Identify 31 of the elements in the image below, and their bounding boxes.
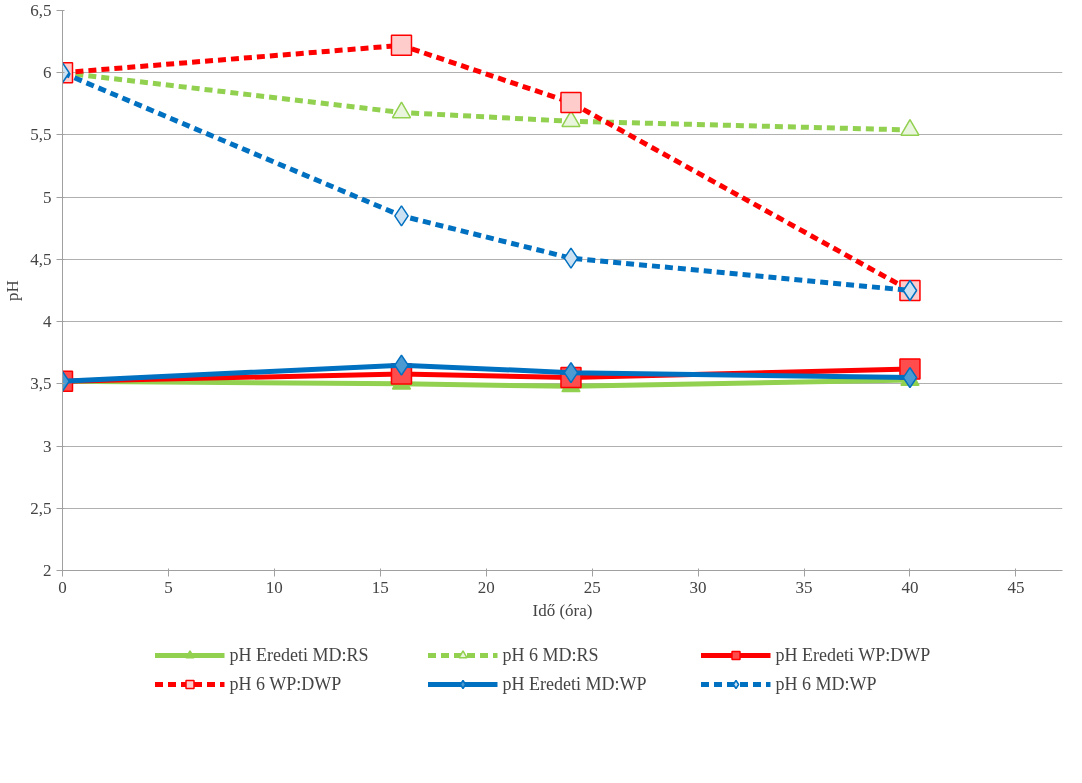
y-tick-label: 3,5 <box>30 374 52 394</box>
legend-label: pH Eredeti WP:DWP <box>775 644 932 666</box>
y-axis-title: pH <box>3 280 23 301</box>
point <box>560 91 582 114</box>
y-tick-label: 2 <box>43 561 52 580</box>
x-tick-label: 30 <box>689 577 707 597</box>
x-tick-label: 25 <box>583 577 601 597</box>
x-tick-label: 10 <box>265 577 283 597</box>
x-tick-label: 20 <box>477 577 495 597</box>
x-tick-label: 5 <box>164 577 173 597</box>
y-tick-label: 6 <box>43 63 52 83</box>
y-tick-label: 5,5 <box>30 125 52 145</box>
point <box>563 247 579 269</box>
x-tick-label: 0 <box>58 577 67 597</box>
legend-label: pH Eredeti MD:WP <box>502 673 648 695</box>
x-tick-label: 35 <box>795 577 813 597</box>
x-tick-label: 15 <box>371 577 389 597</box>
legend-label: pH Eredeti MD:RS <box>229 644 370 666</box>
legend-label: pH 6 WP:DWP <box>229 673 343 695</box>
y-tick-label: 2,5 <box>30 498 52 518</box>
y-tick-label: 6,5 <box>30 1 52 20</box>
point <box>390 34 413 57</box>
x-tick-label: 40 <box>901 577 919 597</box>
x-tick-label: 45 <box>1007 577 1025 597</box>
y-tick-label: 5 <box>43 187 52 207</box>
y-tick-label: 4,5 <box>30 249 52 269</box>
legend-label: pH 6 MD:WP <box>775 673 878 695</box>
x-axis-title: Idő (óra) <box>532 600 593 620</box>
legend-label: pH 6 MD:RS <box>502 644 600 666</box>
y-tick-label: 4 <box>43 312 52 332</box>
y-tick-label: 3 <box>43 436 52 456</box>
